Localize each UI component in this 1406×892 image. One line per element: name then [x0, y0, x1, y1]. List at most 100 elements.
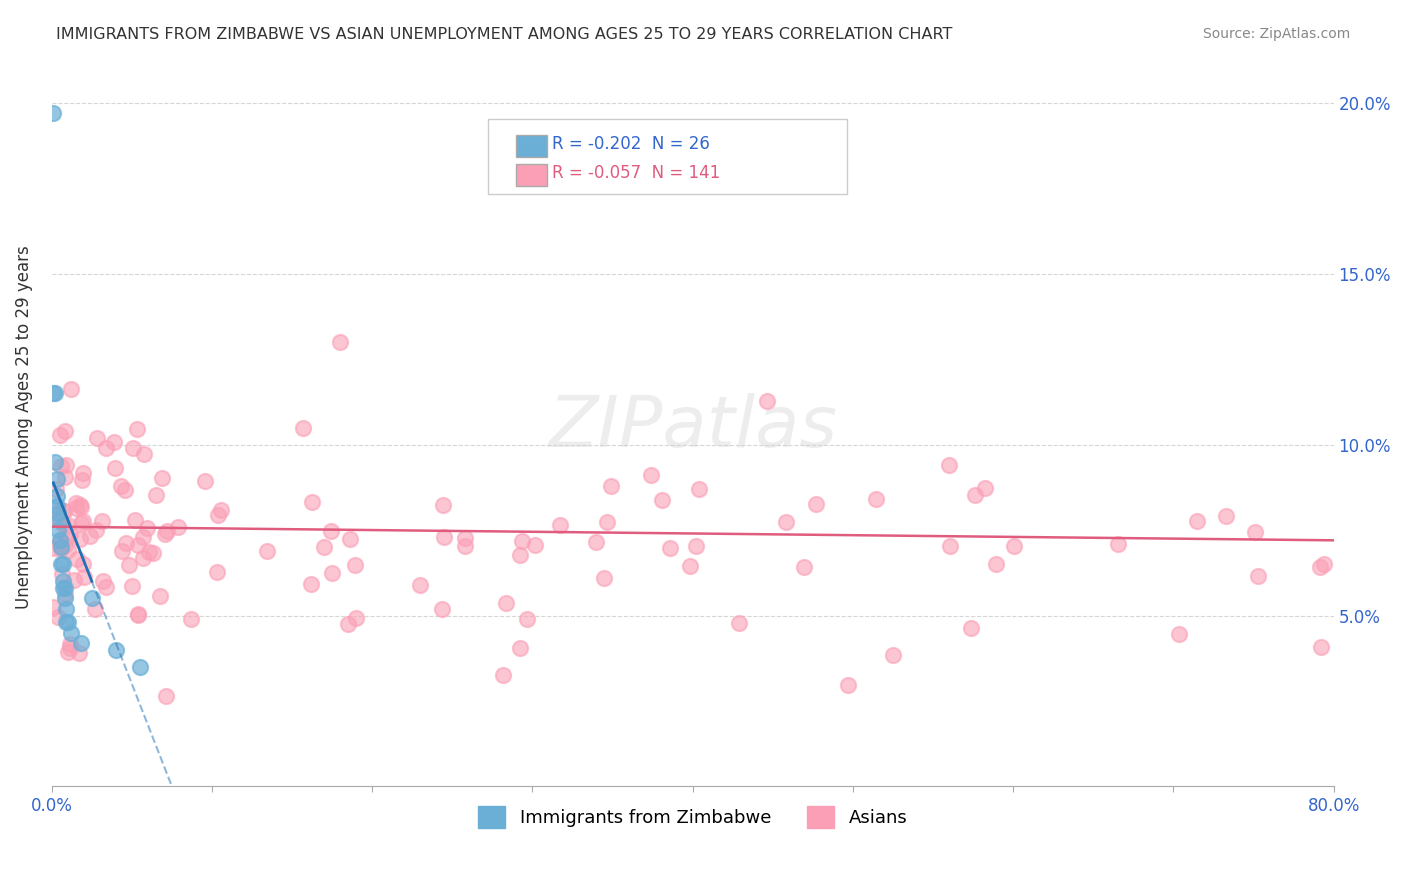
Point [42, 386, 65, 401]
Point [865, 492, 887, 507]
Point [688, 482, 710, 496]
Point [433, 529, 456, 543]
Point [125, 422, 148, 436]
Point [66, 552, 89, 566]
Point [51, 558, 73, 572]
Point [45, 482, 67, 496]
Point [1309, 640, 1331, 654]
Point [329, 334, 352, 349]
Point [49, 513, 72, 527]
Point [336, 616, 359, 631]
Point [548, 518, 571, 533]
Point [1215, 509, 1237, 524]
Point [127, 608, 149, 623]
Point [59, 625, 82, 640]
Point [960, 621, 983, 635]
Text: Source: ZipAtlas.com: Source: ZipAtlas.com [1202, 27, 1350, 41]
Point [69, 532, 91, 546]
Point [65, 496, 87, 510]
Point [344, 611, 367, 625]
Point [86, 431, 108, 445]
Point [51, 540, 73, 554]
Y-axis label: Unemployment Among Ages 25 to 29 years: Unemployment Among Ages 25 to 29 years [15, 245, 32, 609]
Point [344, 558, 367, 572]
Point [45, 502, 67, 516]
Point [321, 566, 343, 580]
Point [49, 428, 72, 442]
Text: ZIPatlas: ZIPatlas [548, 393, 837, 462]
Text: R = -0.057  N = 141: R = -0.057 N = 141 [551, 163, 720, 182]
Point [180, 612, 202, 626]
Point [1168, 626, 1191, 640]
Point [1244, 525, 1267, 540]
Point [110, 479, 132, 493]
Point [806, 497, 828, 511]
Point [53, 424, 76, 438]
Point [51, 517, 73, 532]
Point [55, 615, 77, 630]
Point [96, 580, 118, 594]
Point [207, 508, 229, 522]
Point [205, 566, 228, 580]
Point [121, 579, 143, 593]
Point [72, 557, 94, 571]
Point [679, 559, 702, 574]
Point [53, 470, 76, 484]
Point [301, 494, 323, 508]
Point [118, 558, 141, 573]
Point [194, 474, 217, 488]
Point [658, 541, 681, 556]
Point [111, 543, 134, 558]
Point [1247, 568, 1270, 582]
Point [49, 541, 72, 556]
Legend: Immigrants from Zimbabwe, Asians: Immigrants from Zimbabwe, Asians [471, 798, 914, 835]
Point [63, 573, 86, 587]
Point [46, 523, 69, 537]
Point [52, 558, 75, 572]
Point [138, 545, 160, 559]
Point [882, 648, 904, 662]
Point [408, 577, 430, 591]
Point [52, 581, 75, 595]
Point [600, 479, 623, 493]
Point [53, 591, 76, 606]
Point [516, 612, 538, 626]
Point [44, 455, 66, 469]
Point [124, 513, 146, 527]
Point [727, 615, 749, 630]
Point [150, 470, 173, 484]
Point [58, 526, 80, 541]
Point [640, 467, 662, 482]
Point [56, 542, 79, 557]
Point [685, 539, 707, 553]
Point [45, 472, 67, 486]
Point [49, 533, 72, 548]
Point [155, 689, 177, 703]
Point [59, 640, 82, 655]
Text: IMMIGRANTS FROM ZIMBABWE VS ASIAN UNEMPLOYMENT AMONG AGES 25 TO 29 YEARS CORRELA: IMMIGRANTS FROM ZIMBABWE VS ASIAN UNEMPL… [56, 27, 953, 42]
Point [53, 581, 76, 595]
Point [79, 529, 101, 543]
Point [509, 548, 531, 562]
Point [127, 538, 149, 552]
Point [93, 574, 115, 588]
Point [67, 646, 90, 660]
Point [492, 668, 515, 682]
Point [153, 527, 176, 541]
Point [593, 571, 616, 585]
Point [53, 532, 76, 546]
Point [72, 473, 94, 487]
Point [104, 642, 127, 657]
Point [52, 574, 75, 589]
Point [53, 538, 76, 552]
Point [65, 500, 87, 515]
Point [1002, 539, 1025, 553]
Point [585, 534, 607, 549]
Point [339, 532, 361, 546]
Point [46, 506, 69, 520]
Point [793, 560, 815, 574]
Point [775, 515, 797, 529]
Point [1309, 560, 1331, 574]
Point [80, 591, 103, 606]
Point [84, 524, 107, 538]
